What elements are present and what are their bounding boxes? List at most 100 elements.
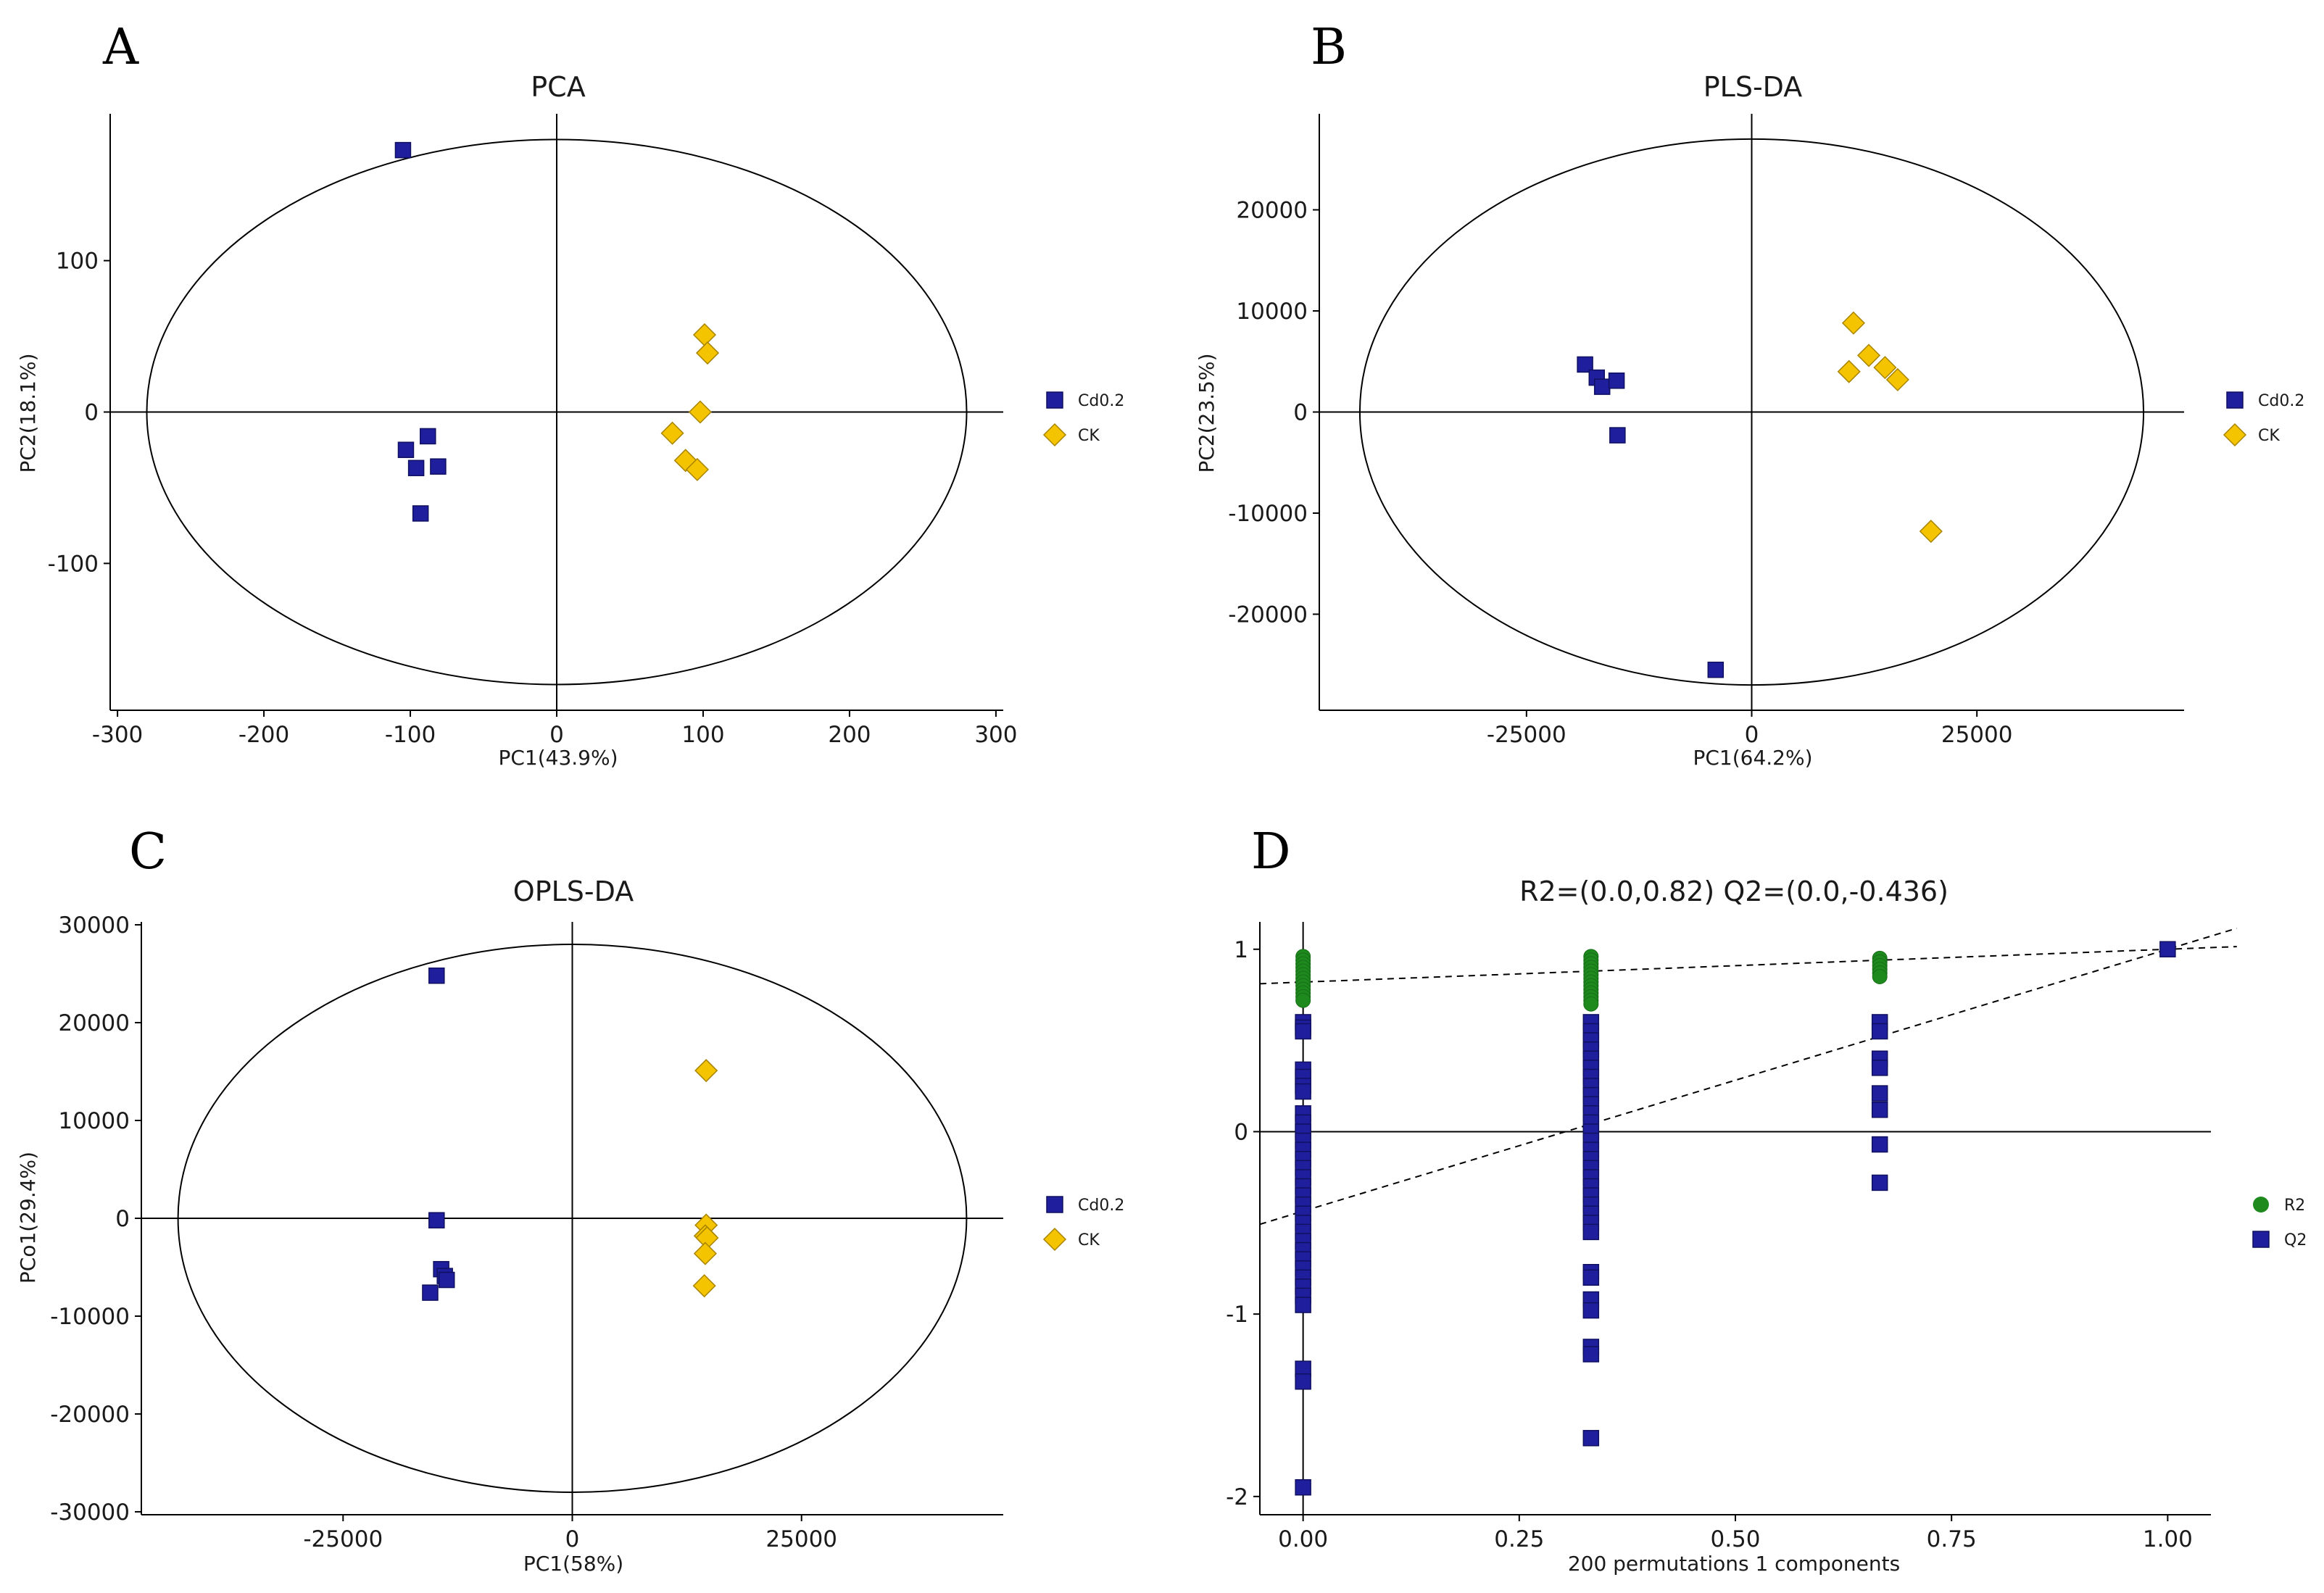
y-tick-label: 30000 bbox=[58, 912, 130, 939]
point-q2 bbox=[1582, 1346, 1600, 1363]
x-tick-label: 0 bbox=[549, 722, 564, 748]
y-tick-label: 0 bbox=[1234, 1119, 1248, 1145]
point-q2 bbox=[1295, 1373, 1311, 1390]
y-tick-label: 10000 bbox=[58, 1108, 130, 1134]
legend-label: CK bbox=[1078, 427, 1100, 445]
point-cd0-2 bbox=[1608, 373, 1625, 389]
regression-line-r2 bbox=[1259, 946, 2237, 985]
point-ck bbox=[693, 1241, 717, 1265]
panel-d-xlabel: 200 permutations 1 components bbox=[1568, 1552, 1900, 1576]
point-ck bbox=[694, 1059, 718, 1083]
point-cd0-2 bbox=[1707, 661, 1725, 678]
y-tick-label: -10000 bbox=[1228, 501, 1308, 527]
x-tick-label: 1.00 bbox=[2143, 1526, 2193, 1552]
panel-c: C OPLS-DA PC1(58%) PCo1(29.4%) -25000 0 25… bbox=[16, 823, 1124, 1576]
point-q2 bbox=[1582, 1430, 1600, 1447]
point-q2 bbox=[1871, 1060, 1888, 1076]
panel-d-title: R2=(0.0,0.82) Q2=(0.0,-0.436) bbox=[1519, 875, 1949, 907]
x-tick-label: 0.00 bbox=[1278, 1526, 1328, 1552]
point-ck bbox=[660, 421, 684, 445]
legend-swatch-ck bbox=[1042, 423, 1067, 447]
legend-swatch-cd0-2 bbox=[1046, 1196, 1063, 1213]
legend-label: R2 bbox=[2284, 1197, 2305, 1215]
panel-letter-d: D bbox=[1251, 823, 1291, 881]
point-ck bbox=[1856, 344, 1881, 367]
point-q2 bbox=[1871, 1023, 1888, 1040]
panel-c-xlabel: PC1(58%) bbox=[523, 1552, 623, 1576]
y-tick-label: -20000 bbox=[50, 1402, 130, 1428]
point-r2 bbox=[1583, 996, 1599, 1012]
point-q2 bbox=[1582, 1223, 1600, 1241]
y-tick-label: -20000 bbox=[1228, 602, 1308, 628]
x-tick-label: 25000 bbox=[765, 1526, 837, 1552]
point-ck bbox=[1885, 367, 1909, 391]
point-cd0-2 bbox=[428, 1212, 445, 1228]
point-q2 bbox=[1871, 1174, 1888, 1191]
y-tick-label: -100 bbox=[48, 551, 99, 577]
point-cd0-2 bbox=[397, 441, 415, 458]
point-ck bbox=[685, 457, 709, 481]
point-cd0-2 bbox=[428, 967, 445, 984]
x-tick-label: -100 bbox=[385, 722, 436, 748]
panel-letter-b: B bbox=[1311, 19, 1347, 76]
point-q2 bbox=[1295, 1023, 1311, 1040]
point-q2 bbox=[1295, 1478, 1311, 1496]
point-q2 bbox=[1295, 1297, 1311, 1313]
x-tick-label: 0.75 bbox=[1927, 1526, 1977, 1552]
x-tick-label: 0 bbox=[565, 1526, 580, 1552]
point-q2 bbox=[2159, 941, 2176, 958]
panel-b-plot: -25000 0 25000 -20000 -10000 0 10000 20000 Cd0.2… bbox=[1228, 114, 2304, 748]
x-tick-label: 100 bbox=[681, 722, 724, 748]
point-ck bbox=[1837, 359, 1861, 383]
point-cd0-2 bbox=[1577, 356, 1593, 373]
x-tick-label: -25000 bbox=[1487, 722, 1566, 748]
point-q2 bbox=[1871, 1101, 1888, 1118]
legend-label: CK bbox=[1078, 1231, 1100, 1249]
y-tick-label: 10000 bbox=[1236, 299, 1308, 325]
panel-a-title: PCA bbox=[531, 71, 585, 103]
panel-c-title: OPLS-DA bbox=[513, 875, 634, 907]
y-tick-label: -10000 bbox=[50, 1304, 130, 1330]
x-tick-label: -300 bbox=[92, 722, 143, 748]
y-tick-label: -30000 bbox=[50, 1500, 130, 1526]
legend-label: Cd0.2 bbox=[1078, 392, 1124, 410]
panel-b-title: PLS-DA bbox=[1703, 71, 1803, 103]
point-cd0-2 bbox=[430, 458, 447, 475]
legend-swatch-r2 bbox=[2253, 1197, 2269, 1213]
point-cd0-2 bbox=[1593, 378, 1611, 395]
legend-label: Cd0.2 bbox=[2258, 392, 2304, 410]
panel-letter-a: A bbox=[102, 19, 139, 76]
panel-a-xlabel: PC1(43.9%) bbox=[498, 746, 618, 770]
point-cd0-2 bbox=[438, 1271, 455, 1289]
panel-d: D R2=(0.0,0.82) Q2=(0.0,-0.436) 200 perm… bbox=[1226, 823, 2307, 1576]
legend-swatch-cd0-2 bbox=[2226, 391, 2244, 409]
x-tick-label: -200 bbox=[238, 722, 289, 748]
point-cd0-2 bbox=[422, 1284, 439, 1301]
point-cd0-2 bbox=[412, 505, 429, 522]
x-tick-label: 0 bbox=[1745, 722, 1759, 748]
y-tick-label: 100 bbox=[56, 249, 99, 275]
x-tick-label: 0.50 bbox=[1710, 1526, 1760, 1552]
point-q2 bbox=[1582, 1302, 1600, 1319]
confidence-ellipse bbox=[1358, 138, 2145, 686]
panel-b: B PLS-DA PC1(64.2%) PC2(23.5%) -25000 0 25… bbox=[1195, 19, 2304, 770]
point-r2 bbox=[1295, 992, 1311, 1008]
point-cd0-2 bbox=[394, 141, 412, 159]
point-ck bbox=[692, 1274, 716, 1298]
point-cd0-2 bbox=[407, 459, 425, 477]
point-q2 bbox=[1582, 1269, 1600, 1286]
panel-c-ylabel: PCo1(29.4%) bbox=[16, 1152, 40, 1284]
point-r2 bbox=[1872, 969, 1888, 985]
panel-d-plot: 0.00 0.25 0.50 0.75 1.00 -2 -1 0 1 R2 Q2 bbox=[1226, 922, 2307, 1552]
point-ck bbox=[695, 341, 720, 365]
point-q2 bbox=[1295, 1083, 1311, 1100]
panel-b-ylabel: PC2(23.5%) bbox=[1195, 353, 1219, 473]
point-ck bbox=[1919, 520, 1943, 544]
x-tick-label: -25000 bbox=[303, 1526, 383, 1552]
legend-swatch-q2 bbox=[2252, 1231, 2270, 1248]
y-tick-label: -2 bbox=[1226, 1484, 1248, 1510]
x-tick-label: 300 bbox=[974, 722, 1017, 748]
point-ck bbox=[1841, 311, 1865, 335]
